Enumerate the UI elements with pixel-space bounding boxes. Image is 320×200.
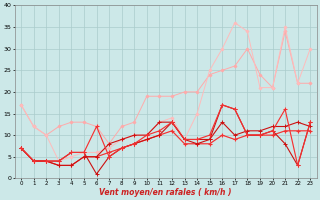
X-axis label: Vent moyen/en rafales ( km/h ): Vent moyen/en rafales ( km/h ) [100,188,232,197]
